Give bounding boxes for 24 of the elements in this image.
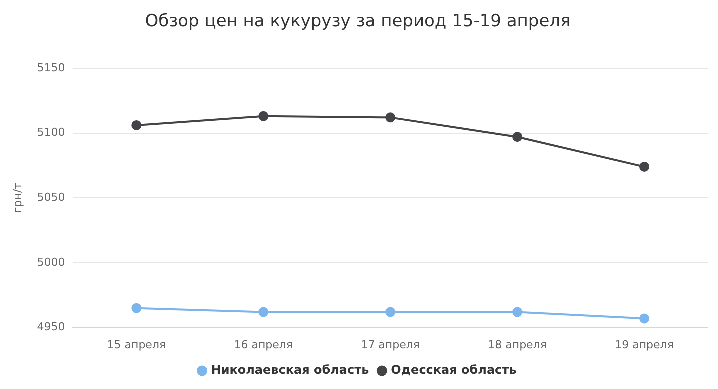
legend-label: Николаевская область xyxy=(211,363,370,378)
x-tick-label: 18 апреля xyxy=(488,338,547,352)
point xyxy=(258,307,269,318)
y-tick-label: 5000 xyxy=(37,256,66,269)
x-tick-label: 16 апреля xyxy=(234,338,294,352)
y-tick-label: 5150 xyxy=(37,61,66,74)
point xyxy=(512,307,523,318)
x-tick-label: 19 апреля xyxy=(615,338,674,352)
point xyxy=(512,132,523,142)
x-tick-label: 15 апреля xyxy=(107,338,166,352)
point xyxy=(386,112,396,123)
point xyxy=(640,162,650,172)
x-tick-label: 17 апреля xyxy=(361,338,420,352)
legend-label: Одесская область xyxy=(391,363,518,378)
point xyxy=(258,111,269,122)
point xyxy=(132,303,142,314)
point xyxy=(132,120,142,130)
y-tick-label: 4950 xyxy=(37,320,66,334)
point xyxy=(386,307,396,318)
point xyxy=(640,314,650,324)
y-tick-label: 5050 xyxy=(37,190,66,204)
y-tick-label: 5100 xyxy=(37,126,66,140)
chart-title: Обзор цен на кукурузу за период 15-19 апреля xyxy=(145,12,571,32)
y-axis-title: грн/т xyxy=(11,182,24,214)
